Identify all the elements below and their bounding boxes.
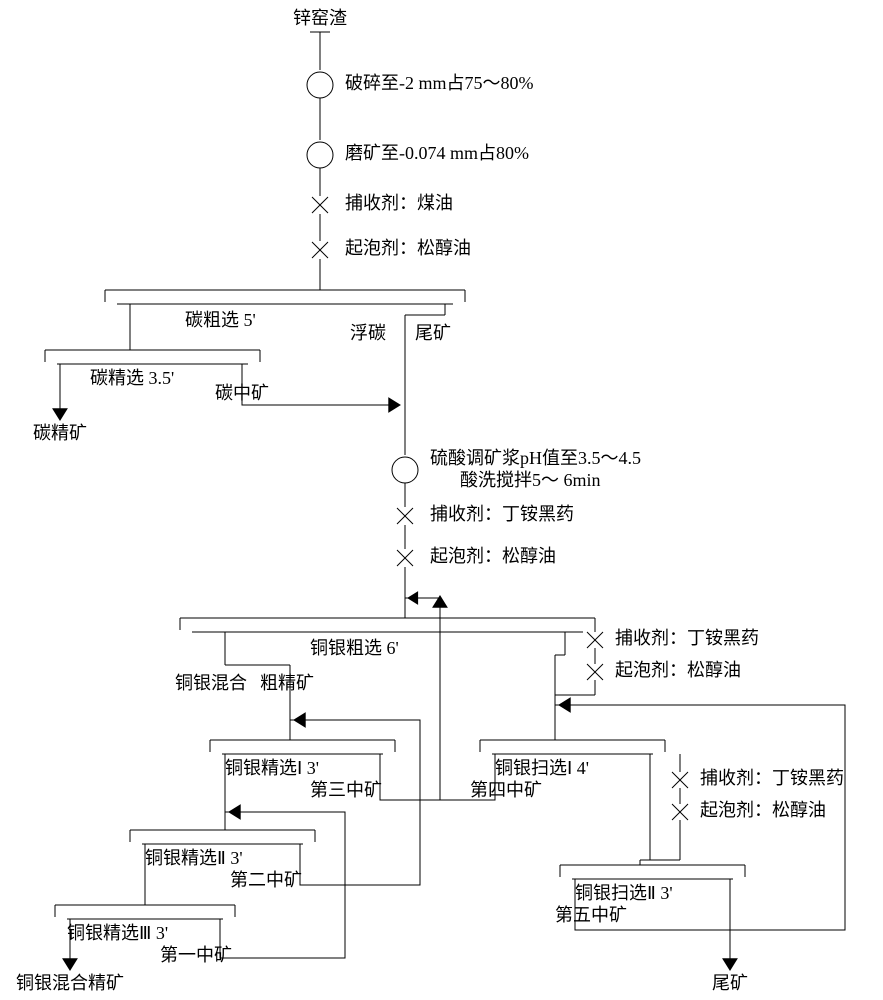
step-collector-1: 捕收剂：煤油	[345, 193, 453, 213]
carbon-conc-label: 碳精矿	[33, 423, 87, 443]
scavA-collector: 捕收剂：丁铵黑药	[615, 628, 759, 648]
step-frother-1: 起泡剂：松醇油	[345, 238, 471, 258]
carbon-tails-tag-2: 尾矿	[415, 323, 451, 343]
acid-collector: 捕收剂：丁铵黑药	[430, 504, 574, 524]
rough-conc-tag-1: 铜银混合	[175, 673, 247, 693]
scav-2-label: 铜银扫选Ⅱ 3'	[575, 883, 673, 903]
final-conc-label: 铜银混合精矿	[16, 973, 124, 993]
scavA-frother: 起泡剂：松醇油	[615, 660, 741, 680]
carbon-cleaner-label: 碳精选 3.5'	[90, 368, 174, 388]
carbon-rougher-label: 碳粗选 5'	[185, 310, 256, 330]
step-crush: 破碎至-2 mm占75～80%	[345, 73, 534, 93]
carbon-tails-tag-1: 浮碳	[350, 323, 386, 343]
scav-1-label: 铜银扫选Ⅰ 4'	[495, 758, 589, 778]
final-tails-label: 尾矿	[712, 973, 748, 993]
acid-step-line-2: 酸洗搅拌5～ 6min	[460, 470, 601, 490]
cuag-rougher-label: 铜银粗选 6'	[310, 638, 399, 658]
cleaner-2-label: 铜银精选Ⅱ 3'	[145, 848, 243, 868]
acid-step-line-1: 硫酸调矿浆pH值至3.5～4.5	[430, 448, 641, 468]
middling-2: 第二中矿	[230, 870, 302, 890]
cleaner-3-label: 铜银精选Ⅲ 3'	[67, 923, 168, 943]
step-grind: 磨矿至-0.074 mm占80%	[345, 143, 529, 163]
rough-conc-tag-2: 粗精矿	[260, 673, 314, 693]
acid-frother: 起泡剂：松醇油	[430, 546, 556, 566]
middling-1: 第一中矿	[160, 945, 232, 965]
middling-3: 第三中矿	[310, 780, 382, 800]
middling-4: 第四中矿	[470, 780, 542, 800]
middling-5: 第五中矿	[555, 905, 627, 925]
scavB-collector: 捕收剂：丁铵黑药	[700, 768, 844, 788]
cleaner-1-label: 铜银精选Ⅰ 3'	[225, 758, 319, 778]
scavB-frother: 起泡剂：松醇油	[700, 800, 826, 820]
feed-label: 锌窑渣	[293, 8, 347, 28]
carbon-middling-label: 碳中矿	[215, 383, 269, 403]
